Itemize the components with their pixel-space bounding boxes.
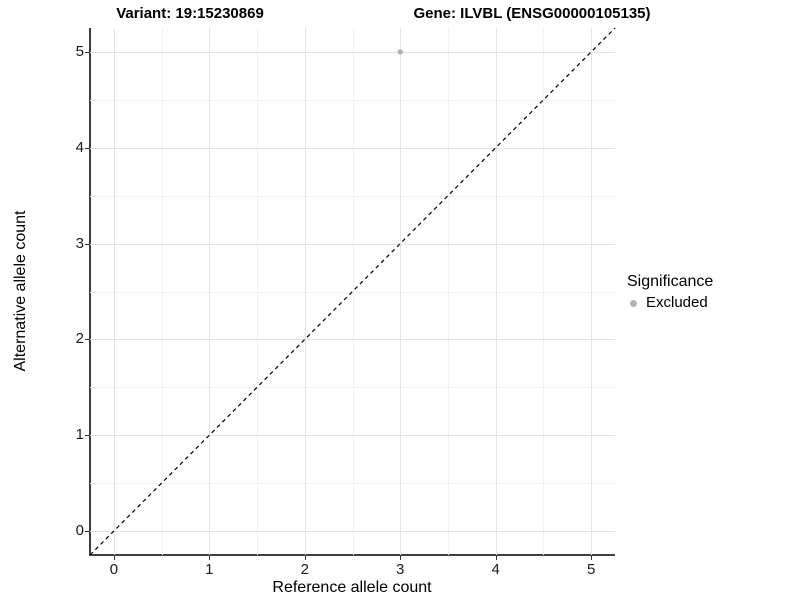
y-tick-label: 5 bbox=[75, 42, 84, 60]
y-tick-mark bbox=[85, 435, 90, 437]
legend-entry-label: Excluded bbox=[646, 294, 708, 311]
x-tick-mark bbox=[495, 555, 497, 560]
y-tick-mark bbox=[85, 339, 90, 341]
x-tick-label: 5 bbox=[586, 561, 596, 578]
x-axis-title: Reference allele count bbox=[272, 579, 432, 596]
gridline-major-vertical bbox=[304, 28, 306, 555]
x-axis-line bbox=[89, 554, 615, 556]
x-tick-label: 0 bbox=[109, 561, 119, 578]
x-tick-mark bbox=[591, 555, 593, 560]
legend-title: Significance bbox=[627, 273, 714, 290]
gridline-major-horizontal bbox=[90, 243, 615, 245]
gridline-major-vertical bbox=[209, 28, 211, 555]
x-tick-mark bbox=[400, 555, 402, 560]
gridline-major-horizontal bbox=[90, 339, 615, 341]
gridline-major-horizontal bbox=[90, 435, 615, 437]
x-tick-mark bbox=[113, 555, 115, 560]
gridline-major-horizontal bbox=[90, 51, 615, 53]
gridline-minor-horizontal bbox=[90, 483, 615, 485]
legend-entries: Excluded bbox=[627, 294, 713, 312]
gridline-major-vertical bbox=[495, 28, 497, 555]
gridline-major-horizontal bbox=[90, 147, 615, 149]
x-tick-mark bbox=[304, 555, 306, 560]
legend-key-dot bbox=[630, 299, 637, 307]
x-tick-label: 1 bbox=[205, 561, 214, 578]
y-tick-label: 4 bbox=[75, 138, 84, 156]
gridline-major-horizontal bbox=[90, 531, 615, 533]
gridline-minor-horizontal bbox=[90, 99, 615, 101]
gridline-major-vertical bbox=[113, 28, 115, 555]
gridline-major-vertical bbox=[400, 28, 402, 555]
y-tick-mark bbox=[85, 147, 90, 149]
x-tick-label: 3 bbox=[396, 561, 405, 578]
x-tick-label: 2 bbox=[300, 561, 309, 578]
data-point bbox=[397, 49, 403, 55]
plot-panel bbox=[89, 27, 616, 556]
y-tick-mark bbox=[85, 531, 90, 533]
y-tick-label: 1 bbox=[75, 426, 84, 444]
y-tick-label: 3 bbox=[75, 234, 84, 252]
x-tick-label: 4 bbox=[491, 561, 500, 578]
y-axis-title: Alternative allele count bbox=[12, 210, 29, 372]
y-tick-mark bbox=[85, 243, 90, 245]
y-tick-label: 2 bbox=[75, 330, 84, 348]
plot-draw-layer bbox=[89, 27, 616, 556]
gridline-minor-horizontal bbox=[90, 387, 615, 389]
gridline-minor-horizontal bbox=[90, 291, 615, 293]
legend-entry: Excluded bbox=[627, 294, 713, 312]
y-tick-mark bbox=[85, 51, 90, 53]
y-tick-label: 0 bbox=[75, 522, 84, 540]
gridline-minor-horizontal bbox=[90, 195, 615, 197]
legend: Significance Excluded bbox=[627, 272, 713, 312]
gridline-major-vertical bbox=[591, 28, 593, 555]
identity-line bbox=[89, 27, 616, 556]
plot-title-variant: Variant: 19:15230869 bbox=[116, 5, 264, 22]
plot-title-gene: Gene: ILVBL (ENSG00000105135) bbox=[413, 5, 651, 22]
x-tick-mark bbox=[209, 555, 211, 560]
